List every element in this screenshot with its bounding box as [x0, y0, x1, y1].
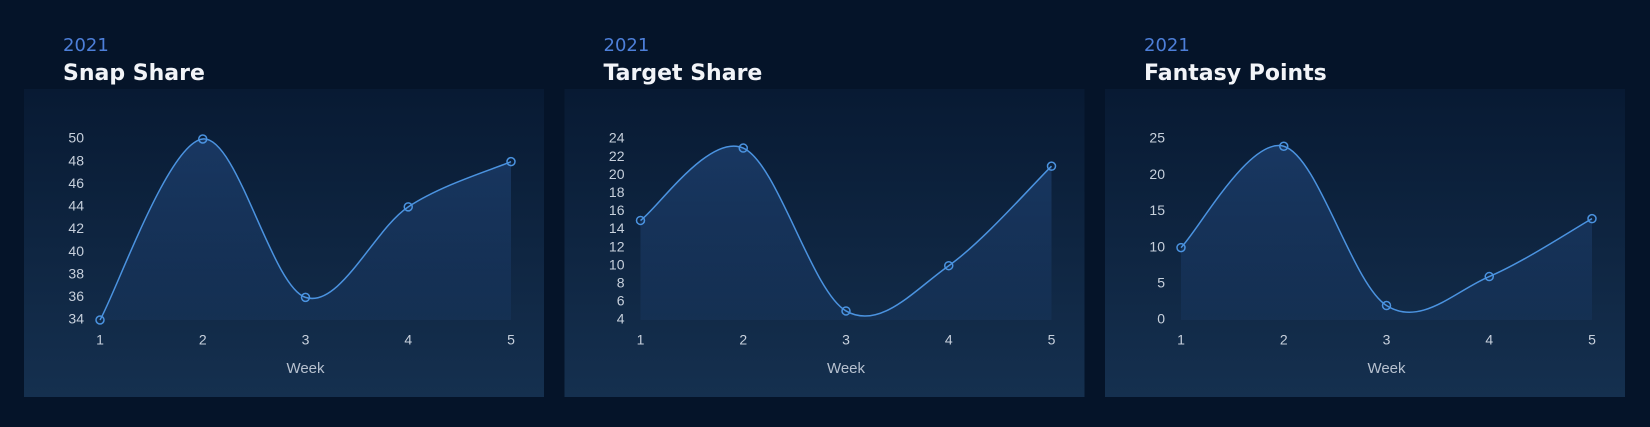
- point: [95, 315, 105, 325]
- chart-title: Target Share: [604, 61, 763, 86]
- y-tick-label: 20: [609, 166, 625, 182]
- point: [841, 306, 851, 316]
- y-tick-label: 6: [617, 293, 625, 309]
- x-tick-label: 3: [1383, 332, 1391, 348]
- x-tick-label: 4: [404, 332, 412, 348]
- chart-subtitle: 2021: [604, 35, 650, 56]
- y-tick-label: 20: [1149, 166, 1165, 182]
- point: [1279, 141, 1289, 151]
- y-tick-label: 46: [68, 175, 84, 191]
- y-tick-label: 10: [609, 256, 625, 272]
- x-tick-label: 3: [842, 332, 850, 348]
- line: [640, 145, 1053, 317]
- chart-subtitle: 2021: [63, 35, 109, 56]
- y-tick-label: 25: [1149, 130, 1165, 146]
- panel: [1105, 89, 1625, 397]
- x-axis-label: Week: [827, 360, 866, 377]
- y-tick-label: 8: [617, 275, 625, 291]
- x-tick-label: 1: [637, 332, 645, 348]
- y-tick-label: 12: [609, 238, 625, 254]
- point: [738, 143, 748, 153]
- chart-title: Snap Share: [63, 61, 205, 86]
- x-axis-label: Week: [286, 360, 325, 377]
- y-tick-label: 15: [1149, 202, 1165, 218]
- point: [403, 202, 413, 212]
- y-tick-label: 24: [609, 130, 625, 146]
- point: [300, 292, 311, 303]
- y-tick-label: 18: [609, 184, 625, 200]
- area: [640, 146, 1052, 320]
- y-tick-label: 40: [68, 243, 84, 259]
- y-tick-label: 38: [68, 265, 84, 281]
- y-tick-label: 5: [1157, 275, 1165, 291]
- x-tick-label: 5: [1588, 332, 1596, 348]
- x-tick-label: 4: [1485, 332, 1493, 348]
- area: [1181, 145, 1592, 320]
- x-tick-label: 3: [302, 332, 310, 348]
- y-tick-label: 4: [617, 311, 625, 327]
- y-tick-label: 42: [68, 220, 84, 236]
- point: [1381, 300, 1392, 311]
- point: [1046, 161, 1057, 171]
- point: [1176, 242, 1186, 253]
- chart-subtitle: 2021: [1144, 35, 1190, 56]
- x-tick-label: 2: [1280, 332, 1288, 348]
- point: [944, 260, 954, 271]
- y-tick-label: 10: [1149, 238, 1165, 254]
- point: [635, 215, 646, 226]
- y-tick-label: 50: [68, 130, 84, 146]
- point: [506, 156, 516, 167]
- y-tick-label: 34: [68, 311, 84, 327]
- y-tick-label: 0: [1157, 311, 1165, 327]
- point: [1484, 271, 1494, 282]
- x-tick-label: 5: [507, 332, 515, 348]
- x-tick-label: 1: [1177, 332, 1185, 348]
- y-tick-label: 22: [609, 148, 625, 164]
- y-tick-label: 44: [68, 198, 84, 214]
- line: [99, 138, 512, 321]
- x-axis-label: Week: [1367, 360, 1406, 377]
- area: [100, 138, 511, 320]
- y-tick-label: 48: [68, 152, 84, 168]
- x-tick-label: 4: [945, 332, 953, 348]
- chart-title: Fantasy Points: [1144, 61, 1327, 86]
- y-tick-label: 14: [609, 220, 625, 236]
- point: [198, 134, 208, 144]
- chart-card: 2021 Fantasy Points 0 5 10 15 20 25 1 2 3 4 5 Week: [1105, 35, 1625, 397]
- line: [1180, 145, 1593, 313]
- y-tick-label: 16: [609, 202, 625, 218]
- x-tick-label: 2: [739, 332, 747, 348]
- y-tick-label: 36: [68, 288, 84, 304]
- x-tick-label: 1: [96, 332, 104, 348]
- point: [1587, 213, 1597, 224]
- x-tick-label: 5: [1048, 332, 1056, 348]
- x-tick-label: 2: [199, 332, 207, 348]
